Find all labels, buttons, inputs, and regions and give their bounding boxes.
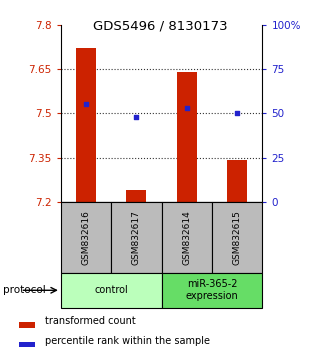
Bar: [212, 202, 262, 273]
Bar: [19, 342, 35, 347]
Bar: [61, 273, 162, 308]
Point: [84, 102, 89, 107]
Bar: [126, 190, 147, 202]
Point: [134, 114, 139, 120]
Bar: [61, 202, 111, 273]
Text: GSM832616: GSM832616: [82, 210, 91, 265]
Bar: [76, 48, 96, 202]
Text: GSM832617: GSM832617: [132, 210, 141, 265]
Point: [235, 110, 240, 116]
Text: protocol: protocol: [3, 285, 46, 295]
Bar: [162, 273, 262, 308]
Text: control: control: [94, 285, 128, 295]
Bar: [227, 160, 247, 202]
Text: GDS5496 / 8130173: GDS5496 / 8130173: [93, 19, 227, 33]
Bar: [162, 202, 212, 273]
Text: percentile rank within the sample: percentile rank within the sample: [45, 336, 210, 346]
Bar: [19, 322, 35, 328]
Point: [184, 105, 189, 111]
Text: GSM832614: GSM832614: [182, 210, 191, 264]
Text: miR-365-2
expression: miR-365-2 expression: [186, 279, 238, 301]
Bar: [111, 202, 162, 273]
Bar: [177, 72, 197, 202]
Text: GSM832615: GSM832615: [233, 210, 242, 265]
Text: transformed count: transformed count: [45, 316, 136, 326]
